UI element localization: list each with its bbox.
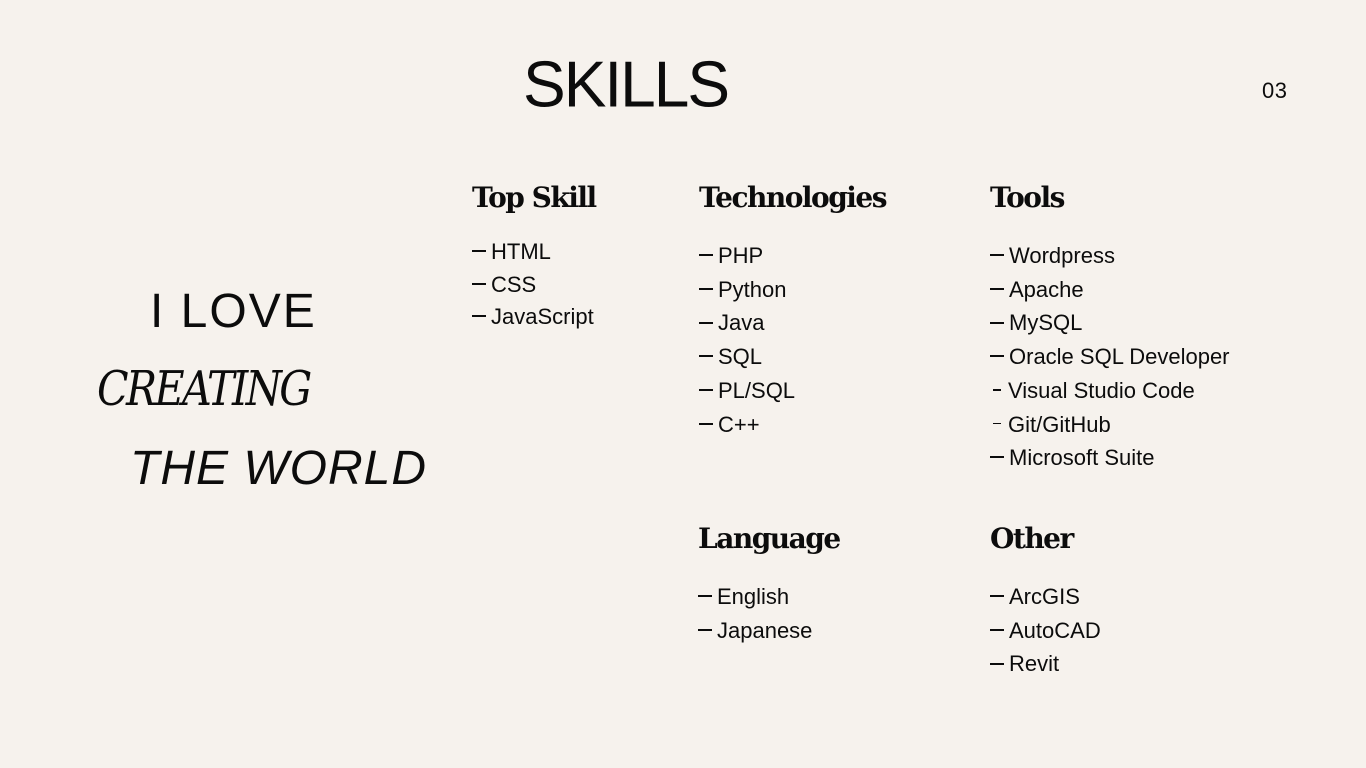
list-item-label: Japanese (717, 617, 813, 643)
list-item-label: MySQL (1009, 310, 1083, 336)
list-item: English (698, 580, 840, 614)
dash-icon (993, 389, 1001, 391)
other-list: ArcGIS AutoCAD Revit (990, 580, 1101, 681)
list-item-label: Wordpress (1009, 243, 1115, 268)
dash-icon (990, 355, 1004, 358)
list-item: Visual Studio Code (990, 374, 1230, 408)
dash-icon (699, 254, 713, 257)
list-item-label: Python (718, 276, 787, 302)
dash-icon (990, 254, 1004, 257)
tagline-line-2: CREATING (97, 361, 312, 417)
list-item: Wordpress (990, 239, 1230, 273)
list-item-label: CSS (491, 271, 537, 297)
list-item: JavaScript (472, 301, 596, 334)
list-item: Git/GitHub (990, 408, 1230, 442)
top-skill-list: HTML CSS JavaScript (472, 236, 596, 334)
list-item: PHP (699, 239, 886, 273)
dash-icon (472, 250, 486, 253)
list-item-label: English (717, 584, 790, 609)
list-item-label: AutoCAD (1009, 617, 1101, 643)
list-item: SQL (699, 340, 886, 374)
list-item-label: PL/SQL (718, 377, 796, 403)
dash-icon (699, 355, 713, 358)
section-technologies: Technologies PHP Python Java SQL PL/SQL … (699, 181, 887, 441)
list-item: CSS (472, 269, 596, 302)
list-item-label: Java (718, 310, 765, 336)
list-item: Python (699, 273, 886, 307)
list-item-label: SQL (718, 344, 763, 370)
dash-icon (990, 662, 1004, 665)
dash-icon (699, 422, 713, 425)
dash-icon (699, 389, 713, 391)
page-title: SKILLS (523, 47, 730, 121)
list-item-label: PHP (718, 243, 764, 268)
dash-icon (993, 422, 1001, 425)
list-item-label: ArcGIS (1009, 584, 1080, 609)
list-item: Java (699, 306, 886, 340)
dash-icon (990, 321, 1004, 324)
list-item-label: Revit (1009, 651, 1060, 677)
list-item: Apache (990, 273, 1230, 307)
section-other: Other ArcGIS AutoCAD Revit (990, 522, 1101, 681)
list-item-label: HTML (491, 239, 551, 264)
list-item-label: Oracle SQL Developer (1009, 344, 1230, 370)
technologies-list: PHP Python Java SQL PL/SQL C++ (699, 239, 886, 441)
dash-icon (990, 628, 1004, 631)
dash-icon (698, 628, 712, 631)
section-heading-language: Language (698, 522, 841, 555)
language-list: English Japanese (698, 580, 840, 647)
dash-icon (472, 282, 486, 285)
section-heading-other: Other (990, 522, 1074, 555)
list-item: PL/SQL (699, 374, 886, 408)
list-item: MySQL (990, 306, 1230, 340)
dash-icon (990, 456, 1004, 459)
list-item-label: C++ (718, 411, 760, 437)
list-item: C++ (699, 408, 886, 442)
tagline-line-1: I LOVE (150, 285, 317, 338)
page-number: 03 (1262, 78, 1288, 103)
list-item-label: JavaScript (491, 304, 594, 329)
section-heading-top-skill: Top Skill (472, 181, 597, 214)
list-item-label: Microsoft Suite (1009, 445, 1155, 471)
tools-list: Wordpress Apache MySQL Oracle SQL Develo… (990, 239, 1230, 475)
section-top-skill: Top Skill HTML CSS JavaScript (472, 181, 597, 334)
list-item-label: Visual Studio Code (1008, 377, 1195, 403)
section-language: Language English Japanese (698, 522, 841, 647)
dash-icon (990, 287, 1004, 290)
list-item: AutoCAD (990, 614, 1101, 648)
list-item: Microsoft Suite (990, 441, 1230, 475)
list-item: Oracle SQL Developer (990, 340, 1230, 374)
list-item: HTML (472, 236, 596, 269)
section-heading-technologies: Technologies (699, 181, 887, 214)
dash-icon (698, 595, 712, 598)
tagline-line-3: THE WORLD (130, 442, 427, 495)
section-tools: Tools Wordpress Apache MySQL Oracle SQL … (990, 181, 1230, 475)
dash-icon (699, 321, 713, 324)
section-heading-tools: Tools (990, 181, 1065, 214)
list-item: Japanese (698, 614, 840, 648)
list-item: ArcGIS (990, 580, 1101, 614)
list-item-label: Apache (1009, 276, 1084, 302)
list-item-label: Git/GitHub (1008, 411, 1111, 437)
dash-icon (472, 315, 486, 318)
list-item: Revit (990, 647, 1101, 681)
dash-icon (699, 287, 713, 290)
dash-icon (990, 595, 1004, 598)
